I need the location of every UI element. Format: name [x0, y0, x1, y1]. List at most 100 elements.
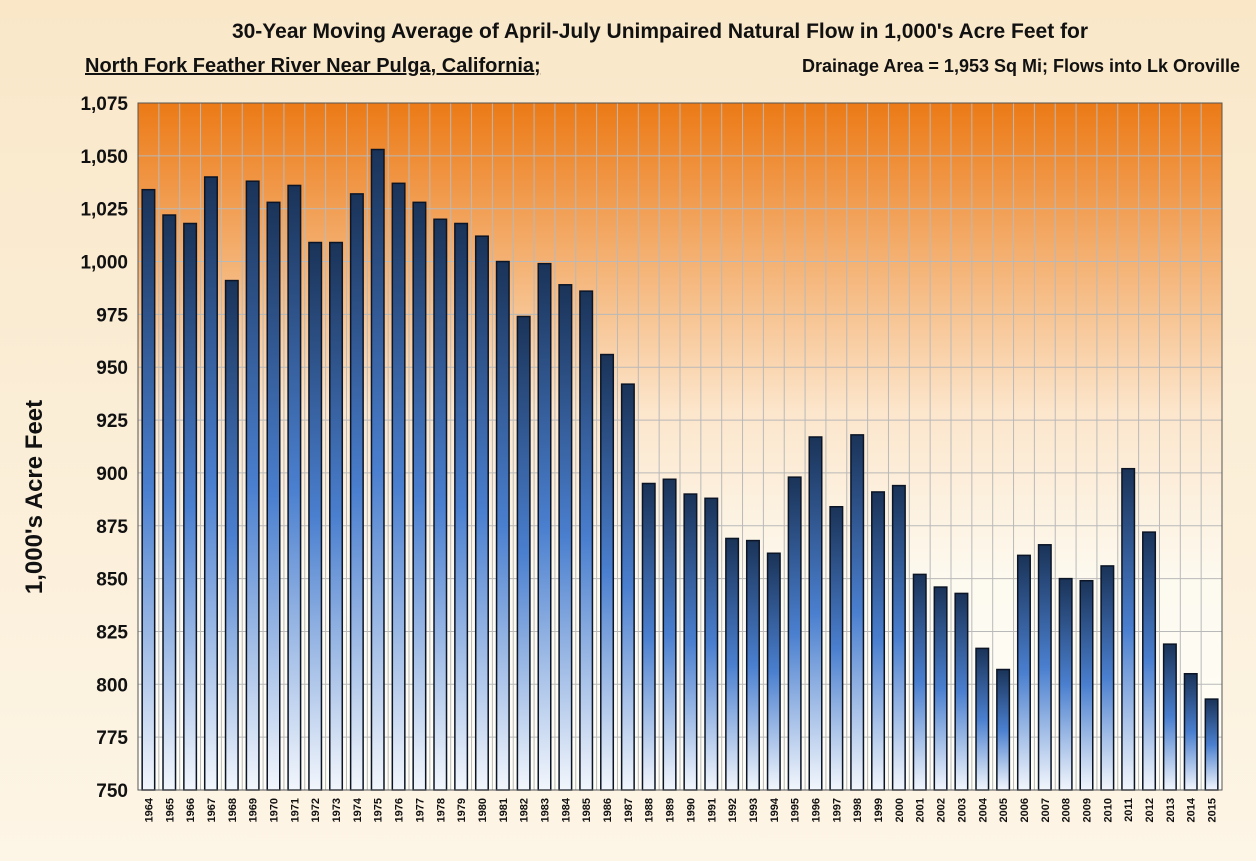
bar [975, 647, 990, 791]
bar [808, 436, 823, 791]
x-tick-label: 1997 [831, 798, 843, 822]
x-tick-label: 1980 [477, 798, 489, 822]
x-tick-label: 1969 [248, 798, 260, 822]
x-tick-label: 1964 [143, 797, 155, 822]
x-tick-label: 1999 [873, 798, 885, 822]
x-tick-label: 2011 [1123, 798, 1135, 822]
x-tick-label: 1995 [790, 798, 802, 822]
bar [787, 476, 802, 791]
x-tick-label: 1989 [665, 798, 677, 822]
x-tick-label: 1993 [748, 798, 760, 822]
bar [454, 222, 469, 791]
x-tick-label: 1968 [227, 798, 239, 822]
y-tick-label: 1,025 [80, 200, 128, 221]
bar [183, 222, 198, 791]
bar [891, 484, 906, 791]
x-tick-label: 1967 [206, 798, 218, 822]
x-tick-label: 1983 [540, 798, 552, 822]
bar [558, 284, 573, 791]
bar [620, 383, 635, 791]
bar [141, 188, 156, 791]
x-tick-label: 2008 [1061, 798, 1073, 822]
x-tick-label: 1986 [602, 798, 614, 822]
bar [308, 241, 323, 791]
plot-border [137, 102, 1223, 791]
x-tick-label: 1965 [164, 798, 176, 822]
x-tick-label: 2013 [1165, 798, 1177, 822]
bar [287, 184, 302, 791]
bar [850, 434, 865, 791]
x-tick-label: 2009 [1082, 798, 1094, 822]
x-tick-label: 2000 [894, 798, 906, 822]
bar [1079, 579, 1094, 791]
x-tick-label: 2003 [956, 798, 968, 822]
y-tick-label: 1,000 [80, 253, 128, 274]
x-tick-label: 1974 [352, 797, 364, 822]
y-tick-label: 800 [96, 675, 128, 696]
x-tick-label: 1977 [414, 798, 426, 822]
bar [433, 218, 448, 791]
x-tick-label: 2006 [1019, 798, 1031, 822]
x-tick-label: 1976 [394, 798, 406, 822]
x-tick-label: 1978 [435, 798, 447, 822]
bar [474, 235, 489, 791]
y-tick-label: 750 [96, 781, 128, 802]
x-tick-label: 1973 [331, 798, 343, 822]
bar [745, 539, 760, 791]
bar [1100, 565, 1115, 791]
bar [683, 493, 698, 791]
bar [829, 505, 844, 791]
bar [766, 552, 781, 791]
x-tick-label: 1985 [581, 798, 593, 822]
y-tick-label: 1,050 [80, 147, 128, 168]
bar [1183, 672, 1198, 791]
y-tick-label: 875 [96, 517, 128, 538]
y-tick-label: 900 [96, 464, 128, 485]
y-tick-label: 950 [96, 358, 128, 379]
x-tick-label: 2014 [1186, 797, 1198, 822]
x-tick-label: 2005 [998, 798, 1010, 822]
bar [537, 262, 552, 791]
bar [495, 260, 510, 791]
chart-subtitle: North Fork Feather River Near Pulga, Cal… [85, 55, 541, 77]
bar [1162, 643, 1177, 791]
bar [1204, 698, 1219, 791]
bar [912, 573, 927, 791]
x-tick-label: 1982 [519, 798, 531, 822]
y-axis-label: 1,000's Acre Feet [21, 400, 48, 594]
x-tick-label: 2001 [915, 798, 927, 822]
bar [704, 497, 719, 791]
bar [871, 491, 886, 791]
bar [662, 478, 677, 791]
x-tick-label: 2002 [936, 798, 948, 822]
x-tick-label: 2012 [1144, 798, 1156, 822]
bar [1037, 544, 1052, 791]
bar [412, 201, 427, 791]
y-tick-label: 850 [96, 570, 128, 591]
x-tick-label: 1981 [498, 798, 510, 822]
bar [391, 182, 406, 791]
y-tick-label: 1,075 [80, 94, 128, 115]
x-tick-label: 2004 [977, 797, 989, 822]
bar [203, 176, 218, 791]
x-tick-label: 1991 [706, 798, 718, 822]
bar [1121, 467, 1136, 791]
x-tick-label: 1988 [644, 798, 656, 822]
bar [224, 279, 239, 791]
bar [1016, 554, 1031, 791]
x-tick-label: 1994 [769, 797, 781, 822]
bar [600, 353, 615, 791]
bar [1058, 577, 1073, 791]
y-tick-label: 775 [96, 728, 128, 749]
bar [349, 193, 364, 791]
chart-title: 30-Year Moving Average of April-July Uni… [232, 20, 1088, 43]
bar [996, 668, 1011, 791]
x-tick-label: 2015 [1207, 798, 1219, 822]
bar [933, 586, 948, 791]
bar [266, 201, 281, 791]
x-tick-label: 1972 [310, 798, 322, 822]
bar [725, 537, 740, 791]
bar [370, 148, 385, 791]
bar [329, 241, 344, 791]
